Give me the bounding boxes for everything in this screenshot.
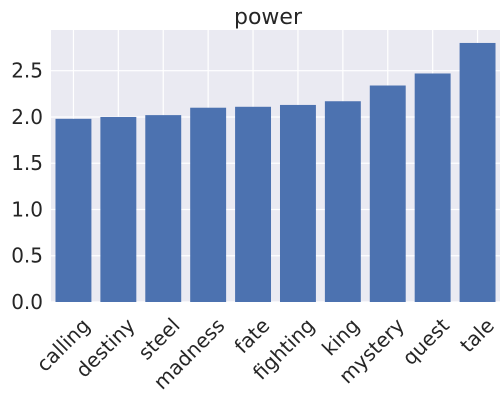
- y-tick-label: 1.0: [11, 197, 43, 221]
- bar-king: [325, 101, 361, 302]
- bar-fate: [235, 107, 271, 302]
- y-tick-label: 0.0: [11, 290, 43, 314]
- bar-madness: [190, 108, 226, 302]
- y-tick-label: 1.5: [11, 151, 43, 175]
- bar-mystery: [370, 86, 406, 302]
- bar-tale: [460, 43, 496, 302]
- y-tick-label: 0.5: [11, 244, 43, 268]
- y-tick-label: 2.5: [11, 59, 43, 83]
- bar-destiny: [100, 117, 136, 302]
- bar-steel: [145, 115, 181, 302]
- y-tick-label: 2.0: [11, 105, 43, 129]
- bar-quest: [415, 73, 451, 302]
- chart-title: power: [234, 5, 303, 30]
- bar-calling: [55, 119, 91, 302]
- bar-fighting: [280, 105, 316, 302]
